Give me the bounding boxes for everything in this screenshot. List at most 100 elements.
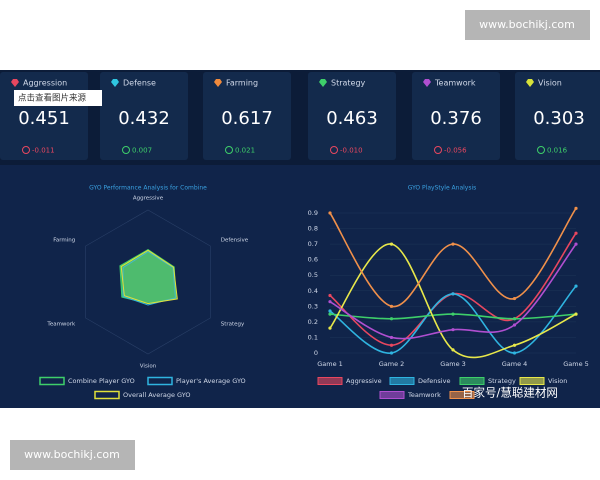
legend-label: Defensive [418,377,450,385]
data-point [451,312,455,316]
watermark-box [10,440,135,470]
card-title: Defense [123,79,156,88]
delta-icon [330,146,338,154]
card-icon [214,79,222,87]
chart-panel [0,165,600,408]
data-point [328,312,332,316]
data-point [389,317,394,321]
delta-icon [537,146,545,154]
card-delta: 0.016 [547,147,568,155]
card-title: Vision [538,79,562,88]
legend-swatch [519,377,545,385]
card-delta: -0.010 [340,147,363,155]
card-delta: -0.056 [444,147,467,155]
card-delta: 0.021 [235,147,255,155]
card-value: 0.617 [221,108,273,129]
card-icon [319,79,327,87]
card-icon [526,79,534,87]
radar-axis-label: Strategy [221,322,245,328]
legend-label: Aggressive [346,377,382,385]
stat-card [412,72,500,160]
data-point [512,323,517,327]
legend-swatch [147,376,173,386]
data-point [328,293,332,298]
data-point [574,242,578,246]
x-tick-label: Game 5 [563,360,589,368]
y-tick-label: 0.6 [308,256,318,264]
watermark-overlay: 百家号/慧聪建材网 [462,386,558,400]
delta-icon [122,146,130,154]
legend-label: Combine Player GYO [68,377,135,385]
card-title: Aggression [23,79,67,88]
legend-swatch [317,377,343,385]
y-tick-label: 0.5 [308,271,318,279]
x-tick-label: Game 3 [440,360,466,368]
delta-icon [225,146,233,154]
card-delta: -0.011 [32,147,55,155]
data-point [389,304,394,308]
card-value: 0.376 [430,108,482,129]
radar-grid [85,209,211,355]
watermark-top: www.bochikj.com [479,18,575,31]
legend-label: Strategy [488,377,516,385]
stat-card [100,72,188,160]
y-tick-label: 0.3 [308,302,318,310]
card-icon [111,79,119,87]
data-point [512,296,517,301]
legend-swatch [389,377,415,385]
legend-label: Teamwork [407,391,441,399]
legend-label: Vision [548,377,567,385]
y-tick-label: 0.2 [308,318,318,326]
card-title: Teamwork [434,79,476,88]
legend-swatch [39,376,65,386]
data-point [512,351,517,355]
radar-axis-label: Vision [140,364,157,370]
chart-title: GYO Performance Analysis for Combine [89,185,207,192]
legend-swatch [459,377,485,385]
data-point [451,292,455,296]
data-point [574,206,578,210]
radar-area [120,249,178,305]
legend-swatch [379,391,405,399]
radar-axis-label: Defensive [221,238,249,244]
y-tick-label: 0.9 [308,209,318,217]
radar-axis-label: Aggressive [133,196,164,202]
data-point [328,326,332,330]
delta-icon [434,146,442,154]
data-point [328,309,332,313]
card-icon [423,79,431,87]
data-point [512,343,517,347]
data-point [389,242,394,246]
data-point [512,317,517,321]
card-value: 0.303 [533,108,585,129]
watermark-box [465,10,590,40]
data-point [574,284,578,288]
card-value: 0.451 [18,108,70,129]
card-value: 0.463 [326,108,378,129]
data-point [451,242,455,246]
data-point [451,328,455,332]
data-point [328,211,332,215]
y-tick-label: 0 [314,349,318,357]
data-point [389,343,394,347]
radar-axis-label: Teamwork [46,322,76,328]
card-value: 0.432 [118,108,170,129]
data-point [328,300,332,304]
legend-label: Player's Average GYO [176,377,246,385]
card-icon [11,79,19,87]
card-title: Farming [226,79,258,88]
y-tick-label: 0.1 [308,333,318,341]
legend-swatch [94,390,120,400]
data-point [451,348,455,352]
stat-card [515,72,600,160]
x-tick-label: Game 4 [502,360,528,368]
card-title: Strategy [331,79,366,88]
legend-label: Overall Average GYO [123,391,191,399]
radar-area [122,251,176,306]
x-tick-label: Game 1 [317,360,343,368]
chart-title: GYO PlayStyle Analysis [408,185,477,192]
watermark-bottom: www.bochikj.com [24,448,120,461]
radar-axis-label: Farming [53,238,75,244]
